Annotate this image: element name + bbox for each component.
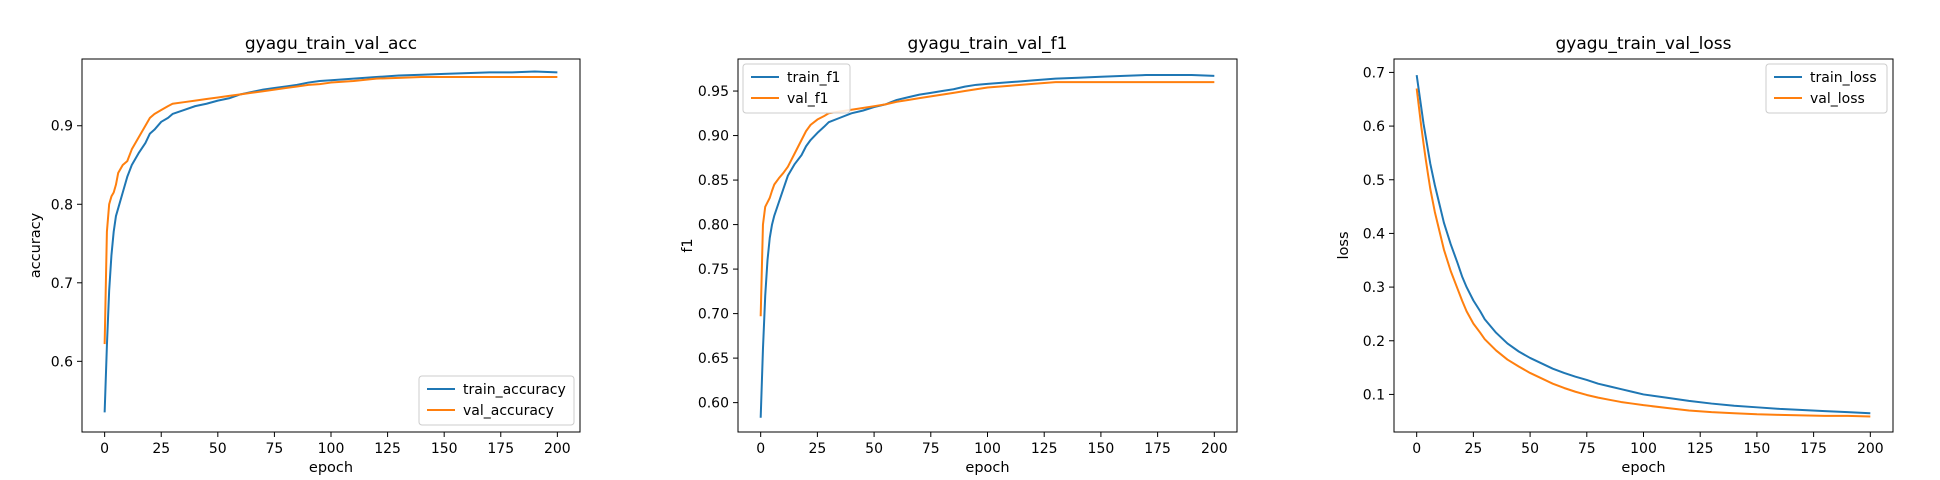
y-axis-label: loss — [1336, 231, 1352, 259]
x-tick-label: 25 — [152, 441, 170, 457]
x-axis-label: epoch — [965, 460, 1009, 476]
x-tick-label: 200 — [544, 441, 571, 457]
y-tick-label: 0.4 — [1363, 226, 1385, 242]
y-tick-label: 0.95 — [698, 84, 729, 100]
y-tick-label: 0.6 — [51, 354, 73, 370]
x-tick-label: 75 — [922, 441, 940, 457]
x-tick-label: 175 — [1800, 441, 1827, 457]
x-tick-label: 25 — [1464, 441, 1482, 457]
x-tick-label: 150 — [431, 441, 458, 457]
legend-label-val_accuracy: val_accuracy — [463, 403, 554, 419]
y-tick-label: 0.90 — [698, 129, 729, 145]
y-tick-label: 0.3 — [1363, 280, 1385, 296]
y-tick-label: 0.2 — [1363, 334, 1385, 350]
x-tick-label: 50 — [865, 441, 883, 457]
x-tick-label: 150 — [1088, 441, 1115, 457]
legend-label-train_accuracy: train_accuracy — [463, 382, 566, 398]
y-tick-label: 0.1 — [1363, 387, 1385, 403]
x-tick-label: 0 — [1412, 441, 1421, 457]
legend: train_f1 val_f1 — [742, 63, 851, 114]
x-tick-label: 125 — [1687, 441, 1714, 457]
chart-2: 0 25 50 75 100 125 150 175 200 0.60 0.65 0.70 0.75 0.… — [680, 34, 1238, 476]
series-line-train_loss — [1415, 74, 1871, 415]
x-axis-label: epoch — [309, 460, 353, 476]
legend-box — [418, 375, 575, 426]
x-tick-label: 25 — [808, 441, 826, 457]
x-tick-label: 175 — [487, 441, 514, 457]
x-tick-label: 125 — [374, 441, 401, 457]
x-tick-label: 175 — [1144, 441, 1171, 457]
chart-title: gyagu_train_val_f1 — [908, 34, 1068, 54]
legend: train_accuracy val_accuracy — [418, 375, 575, 426]
y-tick-label: 0.85 — [698, 173, 729, 189]
x-axis-label: epoch — [1621, 460, 1665, 476]
x-tick-label: 50 — [209, 441, 227, 457]
legend-label-val_loss: val_loss — [1810, 91, 1865, 107]
x-tick-label: 200 — [1201, 441, 1228, 457]
series-line-train_accuracy — [103, 70, 558, 413]
x-tick-label: 0 — [100, 441, 109, 457]
x-tick-label: 150 — [1744, 441, 1771, 457]
y-tick-label: 0.7 — [1363, 65, 1385, 81]
y-tick-label: 0.70 — [698, 307, 729, 323]
y-tick-label: 0.80 — [698, 218, 729, 234]
y-tick-label: 0.9 — [51, 119, 73, 135]
x-tick-label: 50 — [1521, 441, 1539, 457]
y-tick-label: 0.6 — [1363, 119, 1385, 135]
x-tick-label: 200 — [1857, 441, 1884, 457]
legend-label-train_f1: train_f1 — [787, 70, 840, 86]
chart-1: 0 25 50 75 100 125 150 175 200 0.6 0.7 0.8 0.9 gyagu_… — [28, 34, 581, 476]
y-axis-label: accuracy — [28, 212, 44, 278]
chart-3: 0 25 50 75 100 125 150 175 200 0.1 0.2 0.3 0.4 0.5 0.6… — [1336, 34, 1894, 476]
x-tick-label: 0 — [756, 441, 765, 457]
y-tick-label: 0.65 — [698, 351, 729, 367]
x-tick-label: 100 — [318, 441, 345, 457]
chart-title: gyagu_train_val_acc — [245, 34, 417, 54]
series-line-val_loss — [1415, 88, 1871, 418]
x-tick-label: 75 — [1578, 441, 1596, 457]
x-tick-label: 125 — [1031, 441, 1058, 457]
x-tick-label: 100 — [1630, 441, 1657, 457]
legend: train_loss val_loss — [1765, 63, 1888, 114]
y-tick-label: 0.7 — [51, 276, 73, 292]
x-tick-label: 75 — [265, 441, 283, 457]
y-tick-label: 0.75 — [698, 262, 729, 278]
chart-title: gyagu_train_val_loss — [1556, 34, 1732, 54]
legend-label-train_loss: train_loss — [1810, 70, 1877, 86]
legend-label-val_f1: val_f1 — [787, 91, 829, 107]
y-tick-label: 0.8 — [51, 197, 73, 213]
y-axis-label: f1 — [680, 238, 696, 252]
series-line-val_f1 — [759, 81, 1215, 317]
series-line-val_accuracy — [103, 76, 558, 345]
x-tick-label: 100 — [974, 441, 1001, 457]
y-tick-label: 0.60 — [698, 396, 729, 412]
y-tick-label: 0.5 — [1363, 173, 1385, 189]
